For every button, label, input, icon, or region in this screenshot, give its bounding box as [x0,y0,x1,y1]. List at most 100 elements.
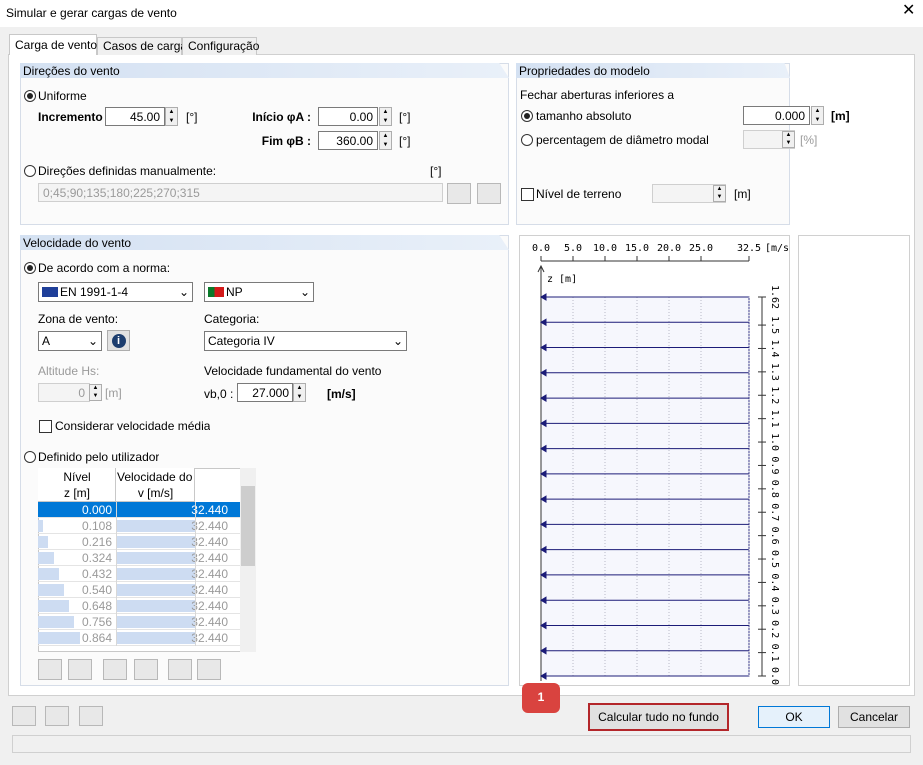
z-axis-label: z [m] [547,274,577,285]
table-cell[interactable]: 32.440 [191,631,228,645]
table-row[interactable] [38,582,240,598]
value-bar [117,568,195,580]
input-value: 0.00 [349,110,373,124]
dropdown-arrow[interactable]: ⌄ [179,285,190,299]
spinner[interactable]: ▲ ▼ [379,107,392,126]
spinner[interactable]: ▲ ▼ [165,107,178,126]
info-button[interactable]: i [107,330,130,351]
tab[interactable] [97,37,182,55]
tab-label[interactable]: Carga de vento [15,38,98,52]
table-row[interactable] [38,550,240,566]
tab-label[interactable]: Configuração [188,39,260,53]
table-cell[interactable]: 0.108 [81,519,112,533]
z-tick-label: 0.5 [769,550,780,568]
table-cell[interactable]: 0.216 [81,535,112,549]
table-cell[interactable]: 32.440 [191,551,228,565]
input[interactable] [318,131,378,150]
table-row[interactable] [38,614,240,630]
icon-button[interactable] [12,706,36,726]
dropdown-arrow[interactable]: ⌄ [300,285,311,299]
wind-arrow [540,419,749,428]
table-cell[interactable]: 32.440 [191,519,228,533]
input[interactable] [743,106,810,125]
z-tick-label: 0.9 [769,456,780,474]
button-label[interactable]: Cancelar [849,710,899,724]
table-row[interactable] [38,630,240,646]
checkbox[interactable] [521,188,534,201]
dropdown[interactable] [38,282,193,302]
tab-label[interactable]: Casos de carga [103,39,188,53]
input[interactable] [237,383,293,402]
z-tick-label: 0.7 [769,503,780,521]
table-row[interactable] [38,518,240,534]
table-cell[interactable]: 32.440 [191,583,228,597]
z-tick-label: 0.1 [769,644,780,662]
table-cell[interactable]: 32.440 [191,567,228,581]
tool-button[interactable] [168,659,192,680]
spinner[interactable]: ▲ ▼ [811,106,824,125]
radio-button[interactable] [24,90,36,102]
tool-button[interactable] [134,659,158,680]
table-row[interactable] [38,598,240,614]
table-cell[interactable]: 32.440 [191,599,228,613]
table-row[interactable] [38,502,240,518]
col-line [195,518,196,534]
tab[interactable] [182,37,257,55]
close-button[interactable]: ✕ [902,4,916,18]
table-cell[interactable]: 0.432 [81,567,112,581]
table-cell[interactable]: 32.440 [191,503,228,517]
dropdown-arrow[interactable]: ⌄ [393,334,404,348]
table-cell[interactable]: 0.864 [81,631,112,645]
scroll-thumb[interactable] [241,486,255,566]
button-label[interactable]: OK [785,710,803,724]
table-header: Nível [63,470,91,484]
field-label: Altitude Hs: [38,364,100,378]
checkbox[interactable] [39,420,52,433]
button-label[interactable]: Calcular tudo no fundo [598,710,719,724]
radio-button[interactable] [521,110,533,122]
radio-button[interactable] [24,262,36,274]
tool-button[interactable] [477,183,501,204]
spinner[interactable]: ▲ ▼ [293,383,306,402]
table-cell[interactable]: 0.324 [81,551,112,565]
table-cell[interactable]: 32.440 [191,615,228,629]
tool-button[interactable] [197,659,221,680]
input[interactable] [38,183,443,202]
dropdown-arrow[interactable]: ⌄ [88,334,99,348]
radio-button[interactable] [521,134,533,146]
tool-button[interactable] [68,659,92,680]
table-cell[interactable]: 32.440 [191,535,228,549]
tool-button[interactable] [103,659,127,680]
radio-button[interactable] [24,165,36,177]
radio-button[interactable] [24,451,36,463]
tab[interactable] [9,34,97,55]
icon-button[interactable] [79,706,103,726]
table-cell[interactable]: 0.540 [81,583,112,597]
dropdown[interactable] [204,282,314,302]
dropdown[interactable] [204,331,407,351]
spinner[interactable]: ▲ ▼ [713,185,726,202]
input[interactable] [105,107,165,126]
input[interactable] [318,107,378,126]
ok-button[interactable] [758,706,830,728]
z-tick-label: 1.2 [769,386,780,404]
table-row[interactable] [38,534,240,550]
wind-arrow [540,469,749,478]
cancel-button[interactable] [838,706,910,728]
spinner[interactable]: ▲ ▼ [782,131,795,148]
table-header: z [m] [64,486,90,500]
table-cell[interactable]: 0.648 [81,599,112,613]
spinner[interactable]: ▲ ▼ [89,384,102,401]
wind-arrow [540,571,749,579]
calculate-button[interactable] [588,703,729,731]
tool-button[interactable] [447,183,471,204]
table-cell[interactable]: 0.756 [81,615,112,629]
dropdown[interactable] [38,331,102,351]
value-bar [38,520,44,532]
unit: [°] [186,110,198,124]
table-cell[interactable]: 0.000 [81,503,112,517]
icon-button[interactable] [45,706,69,726]
spinner[interactable]: ▲ ▼ [379,131,392,150]
tool-button[interactable] [38,659,62,680]
table-row[interactable] [38,566,240,582]
